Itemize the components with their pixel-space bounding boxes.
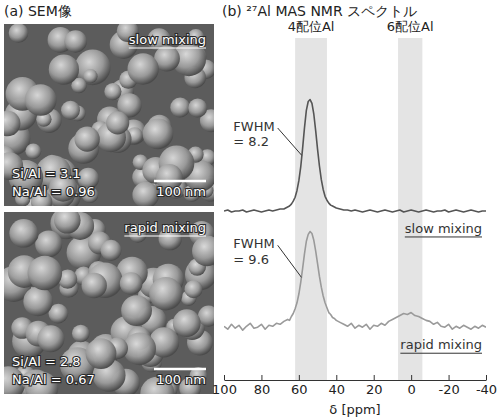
chart-title: (b) ²⁷Al MAS NMR スペクトル — [222, 3, 417, 19]
particle — [61, 101, 80, 120]
particle — [83, 69, 97, 83]
particle — [192, 236, 214, 266]
tick: 40 — [329, 375, 346, 397]
sem-image: rapid mixing Si/Al = 2.8 Na/Al = 0.67 100 n… — [0, 207, 222, 411]
annotation-line: = 9.6 — [233, 252, 269, 267]
axis-title: δ [ppm] — [329, 402, 380, 417]
tick: 60 — [291, 375, 308, 397]
tick-mark — [336, 375, 337, 380]
particle — [28, 256, 63, 291]
band-label: 6配位Al — [387, 19, 434, 34]
band-label: 4配位Al — [288, 19, 335, 34]
underline — [124, 235, 206, 236]
tick-label: 100 — [212, 382, 237, 397]
tick-label: 60 — [291, 382, 308, 397]
band — [295, 38, 327, 380]
particle — [23, 287, 52, 316]
tick: 80 — [254, 375, 271, 397]
tick-mark — [411, 375, 412, 380]
leader-line — [278, 245, 302, 277]
panel-title: (a) SEM像 — [4, 3, 72, 19]
particle — [49, 54, 79, 84]
underline — [129, 47, 206, 48]
particle — [173, 309, 201, 337]
particle — [35, 231, 62, 258]
tick-mark — [374, 375, 375, 380]
tick-label: 0 — [408, 382, 416, 397]
tick-mark — [299, 375, 300, 380]
tick-label: 80 — [254, 382, 271, 397]
particle — [25, 143, 41, 159]
particle — [75, 127, 100, 152]
sem-label: rapid mixing — [124, 220, 206, 235]
particle — [120, 272, 143, 295]
particle — [86, 338, 117, 369]
x-axis: 100 80 60 40 20 0 -20 -40 — [212, 375, 497, 397]
particle — [123, 332, 156, 365]
annotation-line: FWHM — [233, 119, 274, 134]
particle — [100, 240, 121, 261]
particle — [9, 219, 38, 248]
tick-label: -20 — [438, 382, 459, 397]
tick-mark — [486, 375, 487, 380]
scale-bar — [154, 368, 206, 371]
sem-label: slow mixing — [129, 32, 206, 47]
particle — [25, 84, 57, 116]
particle — [121, 295, 152, 326]
sem-background — [4, 24, 214, 206]
annotation-line: FWHM — [233, 236, 274, 251]
spectrum-line — [224, 231, 486, 330]
band — [398, 38, 422, 380]
si-al-ratio: Si/Al = 2.8 — [12, 354, 81, 369]
particle — [185, 280, 203, 298]
series-label: slow mixing — [405, 221, 482, 236]
tick: 100 — [212, 375, 237, 397]
particle — [4, 111, 20, 136]
spectrum-line — [224, 100, 486, 212]
sem-background — [4, 212, 214, 394]
scale-bar-label: 100 nm — [156, 184, 206, 199]
leader-line — [278, 128, 302, 155]
tick-mark — [261, 375, 262, 380]
annotation: FWHM= 9.6 — [233, 236, 274, 267]
na-al-ratio: Na/Al = 0.96 — [12, 184, 95, 199]
particle — [104, 83, 121, 100]
annotation: FWHM= 8.2 — [233, 119, 274, 150]
particle — [188, 99, 207, 118]
particle — [149, 277, 182, 310]
plot-area — [224, 38, 486, 380]
particle — [9, 24, 29, 43]
sem-image: slow mixing Si/Al = 3.1 Na/Al = 0.96 100 nm — [0, 20, 223, 219]
tick-label: -40 — [476, 382, 497, 397]
particle — [54, 212, 81, 234]
particle — [37, 325, 64, 352]
tick-label: 20 — [366, 382, 383, 397]
na-al-ratio: Na/Al = 0.67 — [12, 372, 95, 387]
particle — [127, 53, 158, 84]
si-al-ratio: Si/Al = 3.1 — [12, 166, 81, 181]
annotation-line: = 8.2 — [233, 134, 269, 149]
particle — [132, 182, 159, 206]
tick: 20 — [366, 375, 383, 397]
tick-mark — [224, 375, 225, 380]
particle — [143, 118, 174, 149]
series-label: rapid mixing — [400, 337, 482, 352]
particle — [64, 30, 86, 52]
tick: 0 — [408, 375, 416, 397]
particle — [82, 273, 107, 298]
particle — [72, 325, 90, 343]
x-axis-line — [225, 380, 487, 381]
particle — [106, 111, 129, 134]
figure: (a) SEM像 slow mixing Si/Al = 3.1 Na/Al = 0.… — [0, 0, 504, 420]
tick: -40 — [476, 375, 497, 397]
underline — [405, 236, 482, 237]
tick-mark — [449, 375, 450, 380]
tick: -20 — [438, 375, 459, 397]
scale-bar-label: 100 nm — [156, 372, 206, 387]
scale-bar — [154, 180, 206, 183]
tick-label: 40 — [329, 382, 346, 397]
particle — [170, 98, 190, 118]
underline — [400, 353, 482, 354]
